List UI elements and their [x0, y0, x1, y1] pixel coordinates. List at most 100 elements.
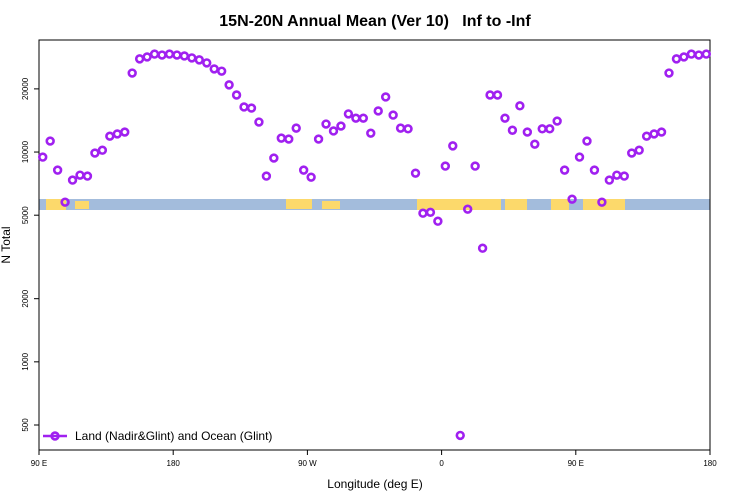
point: [597, 197, 607, 207]
point: [328, 126, 339, 136]
point: [477, 243, 488, 253]
point: [537, 124, 547, 134]
point: [321, 119, 331, 129]
point: [425, 207, 436, 218]
point: [38, 152, 48, 162]
y-tick-label: 5000: [21, 206, 30, 224]
point: [343, 109, 354, 119]
point: [269, 153, 279, 163]
point: [67, 175, 78, 185]
point: [239, 102, 249, 112]
x-tick-label: 180: [703, 459, 717, 468]
y-tick-label: 500: [21, 418, 30, 432]
point: [216, 66, 227, 76]
y-tick-label: 20000: [21, 77, 30, 100]
point: [604, 175, 615, 185]
x-tick-label: 90 E: [568, 459, 584, 468]
chart-title: 15N-20N Annual Mean (Ver 10) Inf to -Inf: [219, 13, 531, 30]
point: [485, 90, 495, 100]
point: [388, 110, 398, 120]
point: [231, 90, 242, 100]
point: [112, 129, 122, 139]
point: [619, 171, 629, 181]
point: [291, 123, 301, 133]
point: [336, 121, 346, 131]
point: [90, 148, 100, 158]
point: [134, 54, 145, 64]
point: [649, 129, 659, 139]
point: [284, 134, 294, 144]
point: [120, 127, 130, 137]
legend-label: Land (Nadir&Glint) and Ocean (Glint): [75, 429, 272, 443]
point: [82, 171, 93, 181]
point: [224, 80, 234, 90]
y-tick-label: 10000: [21, 140, 30, 163]
point: [313, 134, 324, 144]
map-strip: [39, 199, 710, 210]
point: [470, 161, 480, 171]
point: [455, 430, 465, 441]
point: [664, 68, 674, 78]
point: [45, 136, 55, 146]
point: [261, 171, 272, 181]
point: [440, 161, 451, 171]
point: [60, 197, 70, 207]
point: [462, 204, 473, 214]
point: [582, 136, 592, 146]
point: [179, 51, 190, 61]
point: [515, 101, 525, 111]
point: [559, 165, 570, 175]
point: [209, 64, 219, 74]
x-tick-label: 90 W: [298, 459, 317, 468]
point: [694, 50, 704, 60]
point: [530, 139, 540, 149]
point: [246, 103, 257, 113]
point: [358, 113, 369, 123]
point: [507, 125, 518, 135]
point: [276, 133, 287, 143]
point: [172, 50, 182, 60]
point: [380, 92, 391, 102]
point: [522, 127, 533, 137]
point: [641, 131, 652, 141]
point: [52, 165, 63, 175]
point: [194, 55, 204, 65]
plot-frame: [38, 39, 711, 451]
point: [701, 49, 711, 59]
y-tick-label: 2000: [21, 289, 30, 307]
legend-marker: [50, 431, 60, 441]
point: [366, 128, 376, 138]
point: [410, 168, 421, 178]
point: [306, 172, 316, 182]
x-tick-label: 180: [167, 459, 181, 468]
point: [671, 54, 682, 64]
point: [298, 165, 309, 175]
point: [612, 170, 622, 180]
point: [418, 208, 428, 218]
point: [656, 127, 667, 137]
point: [97, 145, 108, 155]
x-tick-label: 90 E: [31, 459, 47, 468]
y-axis-label: N Total: [0, 226, 13, 263]
point: [634, 145, 644, 155]
point: [395, 123, 406, 133]
point: [545, 124, 555, 134]
point: [149, 49, 160, 59]
point: [448, 141, 458, 151]
point: [351, 113, 361, 123]
point: [589, 165, 600, 175]
point: [157, 50, 167, 60]
point: [187, 53, 197, 63]
point: [627, 148, 637, 158]
point: [679, 52, 689, 62]
point: [433, 216, 443, 226]
point: [552, 116, 562, 126]
point: [567, 194, 577, 204]
point: [686, 49, 697, 59]
point: [403, 124, 413, 134]
point: [75, 170, 85, 180]
point: [164, 49, 175, 59]
point: [105, 131, 115, 141]
point: [127, 68, 137, 78]
